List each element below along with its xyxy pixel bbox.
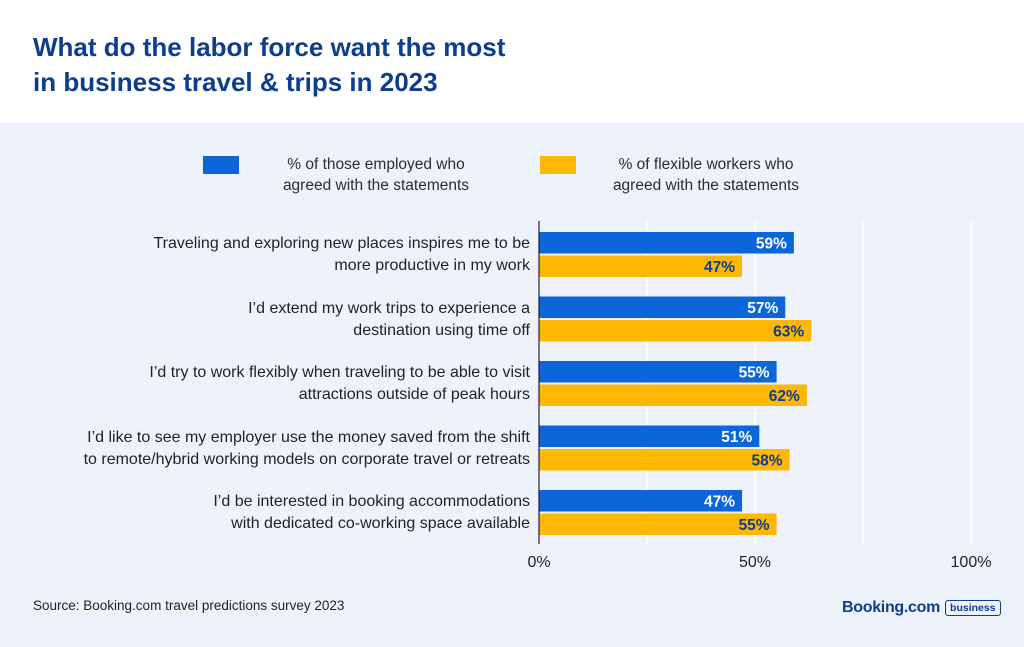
category-label: I’d extend my work trips to experience a… [50, 298, 530, 342]
legend-employed-line2: agreed with the statements [282, 177, 470, 194]
booking-business-logo: Booking.com business [842, 597, 1001, 619]
bar-flexible [539, 384, 807, 406]
legend-employed-line1: % of those employed who [287, 156, 465, 173]
legend-flexible-line2: agreed with the statements [612, 177, 800, 194]
value-label: 51% [721, 429, 752, 446]
value-label: 55% [739, 517, 770, 534]
value-label: 47% [704, 259, 735, 276]
value-label: 62% [769, 388, 800, 405]
legend-text-employed: % of those employed who agreed with the … [246, 154, 506, 196]
x-tick-label: 100% [951, 554, 992, 571]
legend-flexible-line1: % of flexible workers who [618, 156, 794, 173]
category-label-line: to remote/hybrid working models on corpo… [83, 450, 530, 468]
bar-employed [539, 490, 743, 512]
value-label: 58% [752, 452, 783, 469]
bar-employed [539, 425, 760, 447]
legend-swatch-employed [203, 156, 239, 174]
category-label: I’d like to see my employer use the mone… [50, 427, 530, 471]
category-label-line: attractions outside of peak hours [298, 386, 530, 403]
bar-employed [539, 232, 794, 254]
category-label-line: with dedicated co-working space availabl… [231, 515, 530, 532]
logo-badge: business [945, 600, 1001, 616]
title-line-1: What do the labor force want the most [33, 32, 506, 62]
category-label: I’d be interested in booking accommodati… [50, 491, 530, 535]
value-label: 55% [739, 364, 770, 381]
page-title: What do the labor force want the most in… [33, 30, 505, 100]
bar-flexible [539, 255, 743, 277]
category-label-line: more productive in my work [334, 257, 530, 274]
bar-flexible [539, 513, 777, 535]
category-label-line: I’d extend my work trips to experience a [248, 299, 530, 317]
bar-employed [539, 296, 786, 318]
header: What do the labor force want the most in… [0, 0, 1024, 123]
category-label-line: destination using time off [353, 321, 530, 339]
bar-flexible [539, 320, 812, 342]
title-line-2: in business travel & trips in 2023 [33, 67, 438, 97]
x-tick-label: 0% [527, 554, 550, 571]
category-label-line: Traveling and exploring new places inspi… [153, 235, 531, 252]
legend-swatch-flexible [540, 156, 576, 174]
category-label: I’d try to work flexibly when traveling … [50, 362, 530, 406]
value-label: 47% [704, 493, 735, 510]
chart-panel [0, 123, 1024, 647]
source-note: Source: Booking.com travel predictions s… [33, 598, 345, 613]
value-label: 63% [773, 323, 804, 340]
x-tick-label: 50% [739, 554, 771, 571]
legend-text-flexible: % of flexible workers who agreed with th… [576, 154, 836, 196]
category-label-line: I’d like to see my employer use the mone… [87, 428, 530, 446]
value-label: 59% [756, 235, 787, 252]
bar-employed [539, 361, 777, 383]
value-label: 57% [747, 300, 778, 317]
logo-wordmark: Booking.com [842, 599, 941, 616]
bar-flexible [539, 449, 790, 471]
category-label-line: I’d be interested in booking accommodati… [213, 493, 530, 510]
category-label: Traveling and exploring new places inspi… [50, 233, 531, 277]
category-label-line: I’d try to work flexibly when traveling … [149, 364, 530, 381]
